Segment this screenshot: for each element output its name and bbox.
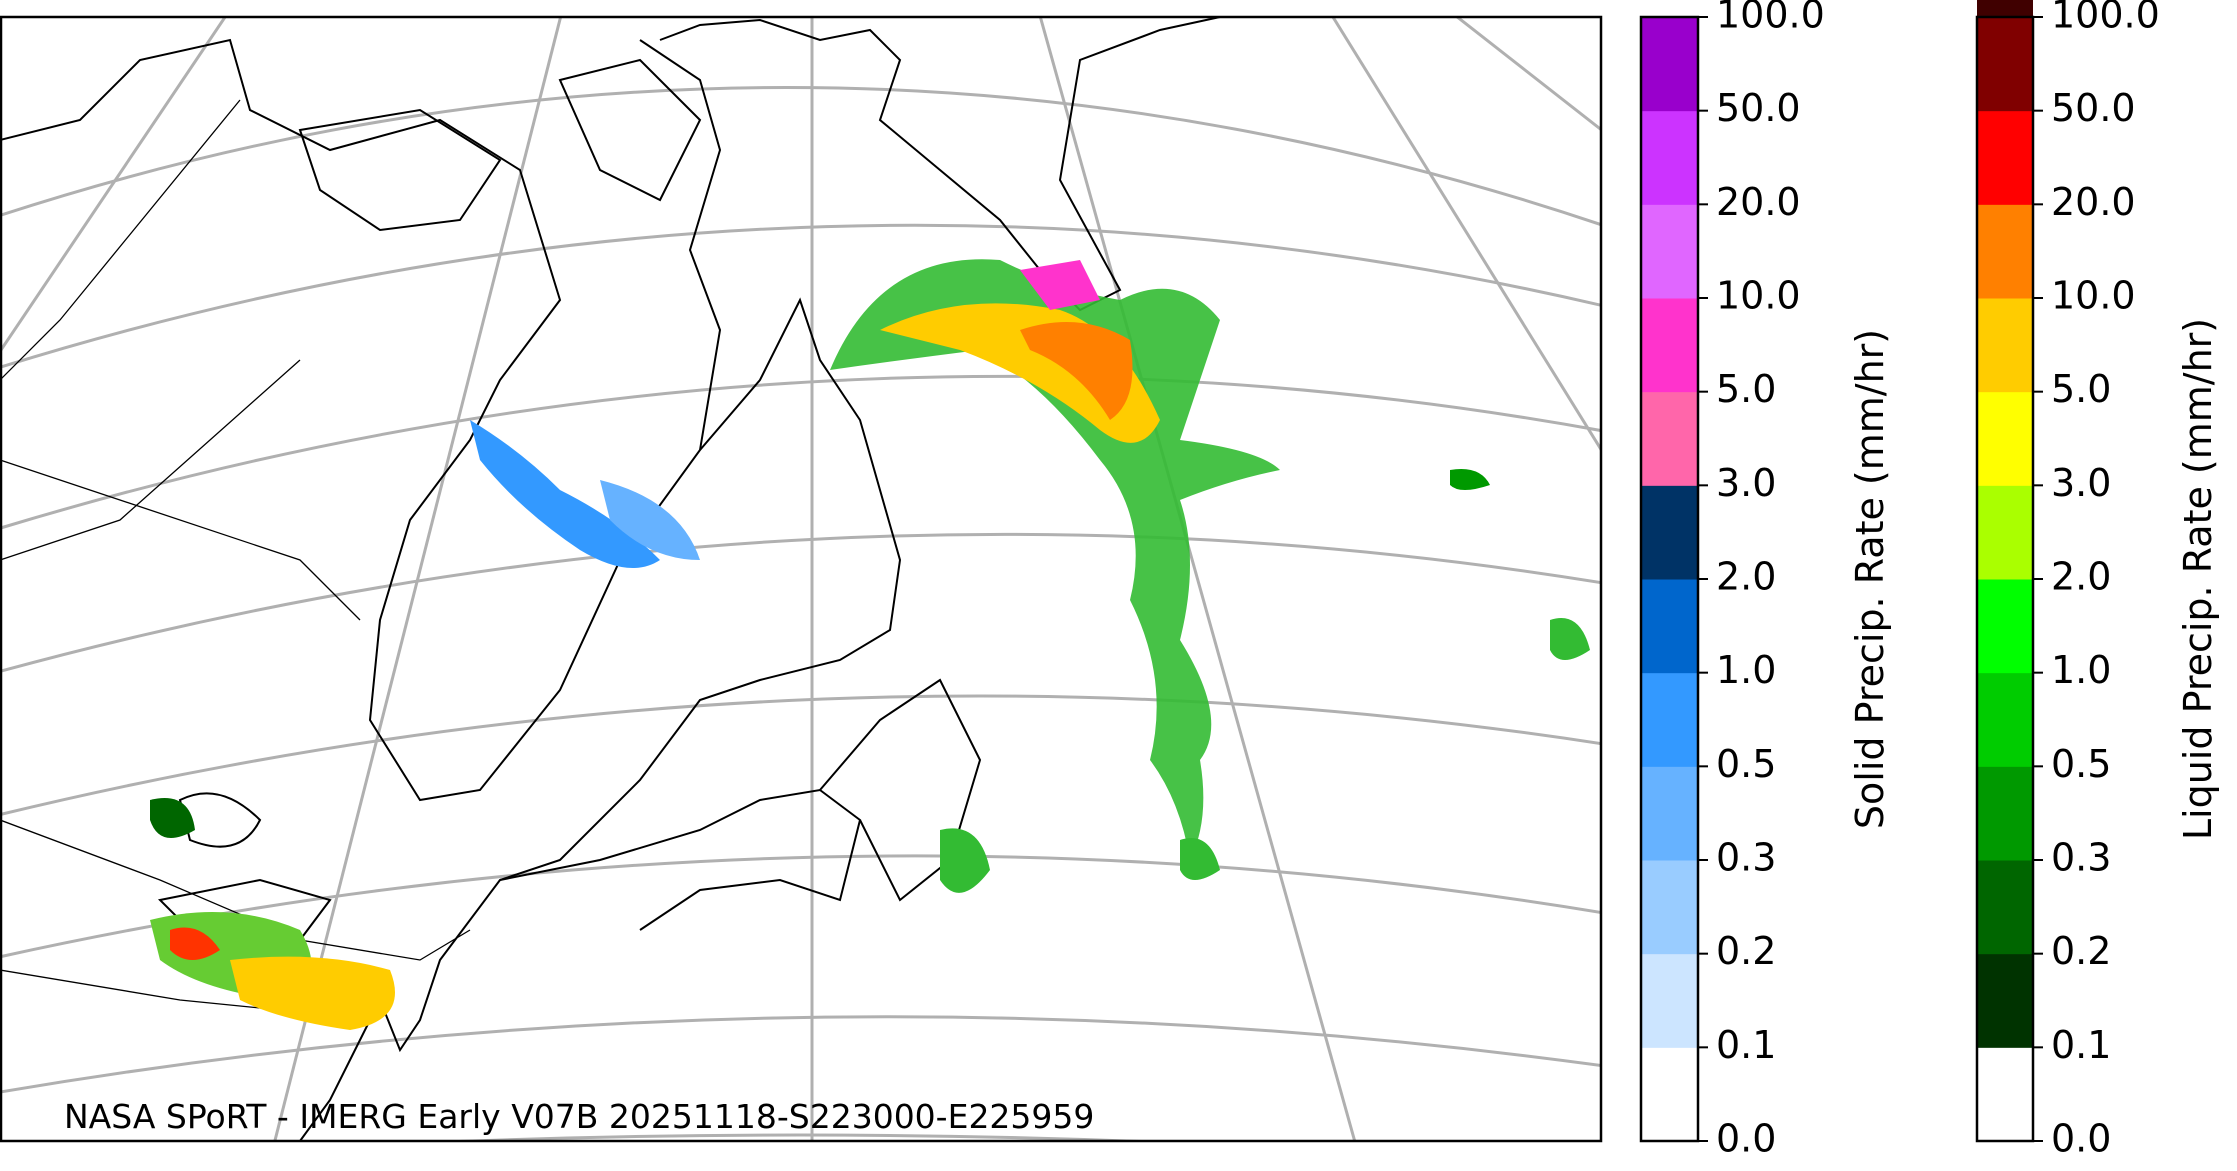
tick-label: 100.0 <box>2051 0 2160 37</box>
tick-label: 0.3 <box>2051 836 2111 880</box>
colorbar-segment <box>1977 579 2033 674</box>
tick-label: 0.2 <box>1716 929 1776 973</box>
tick-label: 50.0 <box>1716 86 1801 130</box>
colorbar-segment <box>1977 1047 2033 1142</box>
tick-label: 2.0 <box>2051 555 2111 599</box>
colorbar-segment <box>1641 204 1698 299</box>
tick-label: 0.3 <box>1716 836 1776 880</box>
coastlines <box>1 17 1221 1141</box>
tick-label: 0.5 <box>1716 742 1776 786</box>
map: NASA SPoRT - IMERG Early V07B 20251118-S… <box>1 17 1601 1141</box>
tick-label: 0.5 <box>2051 742 2111 786</box>
colorbar-segment <box>1977 110 2033 205</box>
tick-label: 20.0 <box>2051 180 2136 224</box>
tick-label: 5.0 <box>1716 367 1776 411</box>
colorbar-segment <box>1977 391 2033 486</box>
colorbar-segment <box>1641 860 1698 955</box>
tick-label: 2.0 <box>1716 555 1776 599</box>
map-frame <box>0 15 1603 1143</box>
tick-label: 3.0 <box>2051 461 2111 505</box>
colorbar-segment <box>1641 672 1698 767</box>
colorbar-segment <box>1977 766 2033 861</box>
colorbar-segment <box>1641 17 1698 112</box>
tick-label: 0.0 <box>1716 1117 1776 1161</box>
tick-label: 3.0 <box>1716 461 1776 505</box>
tick-label: 5.0 <box>2051 367 2111 411</box>
colorbar-segment <box>1641 1047 1698 1142</box>
tick-label: 1.0 <box>1716 648 1776 692</box>
colorbar-segment <box>1641 953 1698 1048</box>
colorbar-segment <box>1641 110 1698 205</box>
precipitation <box>150 259 1590 1030</box>
tick-label: 0.0 <box>2051 1117 2111 1161</box>
colorbar-label: Solid Precip. Rate (mm/hr) <box>1848 329 1892 829</box>
tick-label: 0.1 <box>2051 1023 2111 1067</box>
tick-label: 10.0 <box>1716 274 1801 318</box>
tick-label: 10.0 <box>2051 274 2136 318</box>
tick-label: 0.2 <box>2051 929 2111 973</box>
colorbar-segment <box>1641 579 1698 674</box>
colorbar-label: Liquid Precip. Rate (mm/hr) <box>2176 318 2220 840</box>
colorbar-segment <box>1977 485 2033 580</box>
colorbar-segment <box>1977 672 2033 767</box>
colorbar-segment <box>1641 485 1698 580</box>
tick-label: 100.0 <box>1716 0 1825 37</box>
colorbar-segment <box>1977 17 2033 112</box>
tick-label: 20.0 <box>1716 180 1801 224</box>
tick-label: 50.0 <box>2051 86 2136 130</box>
tick-label: 0.1 <box>1716 1023 1776 1067</box>
colorbar-segment <box>1977 860 2033 955</box>
colorbar-segment <box>1641 766 1698 861</box>
credit: NASA SPoRT - IMERG Early V07B 20251118-S… <box>64 1097 1094 1136</box>
tick-label: 1.0 <box>2051 648 2111 692</box>
colorbars: 0.0 0.1 0.2 0.3 0.5 1.0 2.0 3.0 5.0 10.0 20.0 50.0 1… <box>1639 0 2220 1161</box>
colorbar-segment <box>1977 0 2033 18</box>
colorbar-segment <box>1641 391 1698 486</box>
colorbar-segment <box>1977 204 2033 299</box>
colorbar-segment <box>1641 298 1698 393</box>
colorbar-segment <box>1977 298 2033 393</box>
colorbar-segment <box>1977 953 2033 1048</box>
